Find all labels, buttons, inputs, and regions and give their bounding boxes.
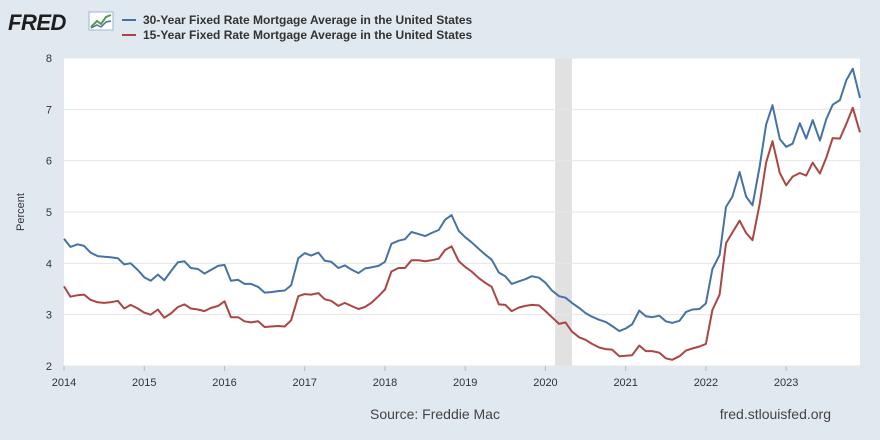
site-link[interactable]: fred.stlouisfed.org	[720, 406, 831, 422]
x-tick-label: 2015	[132, 377, 156, 389]
fred-logo-text: FRED	[8, 10, 67, 35]
y-tick-label: 6	[46, 156, 52, 168]
y-tick-label: 3	[46, 310, 52, 322]
series-line[interactable]	[63, 106, 861, 361]
x-tick-label: 2021	[613, 377, 637, 389]
legend-label: 30-Year Fixed Rate Mortgage Average in t…	[143, 13, 473, 27]
fred-chart-icon	[88, 11, 114, 31]
y-tick-label: 7	[46, 104, 52, 116]
legend-label: 15-Year Fixed Rate Mortgage Average in t…	[143, 28, 473, 42]
series-line[interactable]	[63, 67, 861, 333]
x-tick-label: 2019	[453, 377, 477, 389]
x-tick-label: 2014	[52, 377, 76, 389]
y-tick-label: 8	[46, 53, 52, 65]
y-axis-label: Percent	[15, 193, 27, 231]
x-tick-label: 2016	[212, 377, 236, 389]
x-tick-label: 2020	[533, 377, 557, 389]
y-tick-label: 4	[46, 258, 52, 270]
y-tick-label: 5	[46, 207, 52, 219]
y-tick-label: 2	[46, 361, 52, 373]
legend-item[interactable]: 30-Year Fixed Rate Mortgage Average in t…	[122, 13, 473, 27]
legend-item[interactable]: 15-Year Fixed Rate Mortgage Average in t…	[122, 28, 473, 42]
x-tick-label: 2023	[774, 377, 798, 389]
x-tick-label: 2022	[694, 377, 718, 389]
fred-logo[interactable]: FRED	[8, 10, 114, 35]
legend: 30-Year Fixed Rate Mortgage Average in t…	[122, 13, 473, 42]
source-text: Source: Freddie Mac	[370, 406, 500, 422]
x-tick-label: 2017	[292, 377, 316, 389]
x-tick-label: 2018	[373, 377, 397, 389]
